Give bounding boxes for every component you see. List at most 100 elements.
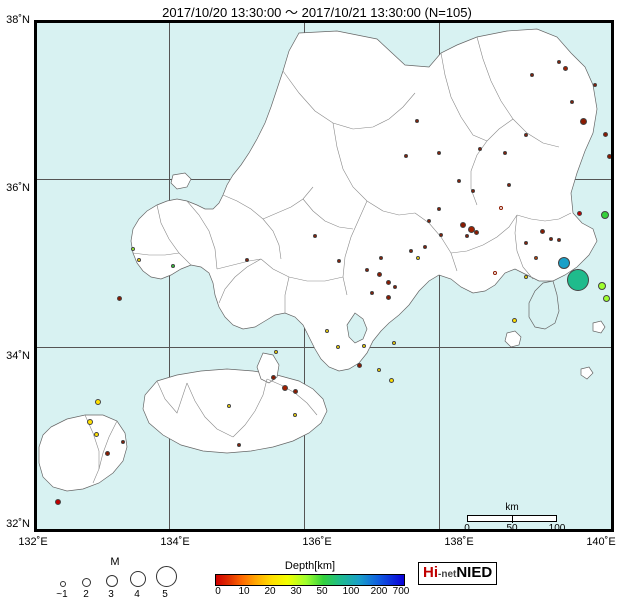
quake-marker bbox=[105, 451, 110, 456]
quake-marker bbox=[603, 295, 610, 302]
axis-label-lat-38: 38˚N bbox=[6, 14, 30, 26]
quake-marker bbox=[379, 256, 383, 260]
magnitude-circle-1 bbox=[60, 581, 66, 587]
magnitude-legend: M ~1 2 3 4 5 bbox=[40, 556, 190, 603]
scale-tick-0: 0 bbox=[464, 523, 470, 532]
quake-marker bbox=[357, 363, 362, 368]
quake-marker bbox=[55, 499, 61, 505]
depth-colorbar bbox=[215, 574, 405, 586]
magnitude-label-4: 4 bbox=[134, 589, 140, 600]
quake-marker bbox=[524, 133, 528, 137]
quake-marker bbox=[245, 258, 249, 262]
quake-marker bbox=[392, 341, 396, 345]
quake-marker bbox=[171, 264, 175, 268]
quake-marker bbox=[570, 100, 574, 104]
scale-tick-100: 100 bbox=[548, 523, 566, 532]
depth-legend: Depth[km] 0 10 20 30 50 100 200 700 bbox=[215, 560, 409, 600]
quake-marker bbox=[337, 259, 341, 263]
axis-label-lon-136: 136˚E bbox=[302, 536, 332, 548]
depth-colorbar-ticks: 0 10 20 30 50 100 200 700 bbox=[215, 586, 409, 600]
magnitude-legend-circles bbox=[40, 566, 190, 589]
quake-marker bbox=[282, 385, 288, 391]
magnitude-circle-2 bbox=[82, 578, 91, 587]
logo-nied-text: NIED bbox=[456, 564, 493, 581]
quake-marker bbox=[557, 60, 561, 64]
depth-tick-200: 200 bbox=[370, 586, 388, 597]
depth-tick-0: 0 bbox=[215, 586, 221, 597]
quake-marker bbox=[603, 132, 608, 137]
depth-tick-10: 10 bbox=[238, 586, 250, 597]
quake-marker bbox=[377, 368, 381, 372]
axis-label-lon-132: 132˚E bbox=[18, 536, 48, 548]
quake-marker bbox=[524, 241, 528, 245]
quake-marker bbox=[386, 295, 391, 300]
logo-hi-text: Hi bbox=[423, 564, 438, 581]
scale-bar-box bbox=[467, 515, 557, 523]
quake-marker bbox=[386, 280, 391, 285]
quake-marker bbox=[607, 154, 611, 159]
magnitude-label-5: 5 bbox=[162, 589, 168, 600]
quake-marker bbox=[415, 119, 419, 123]
quake-marker bbox=[457, 179, 461, 183]
quake-marker bbox=[593, 83, 597, 87]
quake-marker bbox=[377, 272, 382, 277]
quake-marker bbox=[474, 230, 479, 235]
depth-legend-title: Depth[km] bbox=[284, 560, 336, 572]
quake-marker bbox=[293, 389, 298, 394]
grid-line-lon-134 bbox=[169, 23, 170, 529]
quake-marker bbox=[439, 233, 443, 237]
quake-marker bbox=[437, 151, 441, 155]
quake-marker bbox=[362, 344, 366, 348]
magnitude-legend-title: M bbox=[110, 556, 120, 568]
quake-marker bbox=[540, 229, 545, 234]
quake-marker bbox=[601, 211, 609, 219]
quake-marker bbox=[577, 211, 582, 216]
quake-marker bbox=[325, 329, 329, 333]
quake-marker bbox=[478, 147, 482, 151]
quake-marker bbox=[598, 282, 606, 290]
quake-marker bbox=[94, 432, 99, 437]
quake-marker bbox=[423, 245, 427, 249]
quake-marker bbox=[503, 151, 507, 155]
quake-marker bbox=[530, 73, 534, 77]
quake-marker bbox=[271, 375, 276, 380]
scale-unit-label: km bbox=[505, 502, 519, 513]
magnitude-label-1: ~1 bbox=[56, 589, 68, 600]
coastline-layer bbox=[38, 28, 606, 492]
quake-marker bbox=[499, 206, 503, 210]
quake-marker bbox=[393, 285, 397, 289]
quake-marker bbox=[121, 440, 125, 444]
logo-net-text: -net bbox=[438, 569, 457, 580]
map-canvas[interactable]: km 0 50 100 bbox=[34, 20, 614, 532]
quake-marker bbox=[563, 66, 568, 71]
axis-label-lat-34: 34˚N bbox=[6, 350, 30, 362]
quake-marker bbox=[549, 237, 553, 241]
quake-marker bbox=[365, 268, 369, 272]
axis-label-lon-140: 140˚E bbox=[586, 536, 616, 548]
quake-marker bbox=[416, 256, 420, 260]
quake-marker bbox=[567, 269, 589, 291]
map-frame: km 0 50 100 bbox=[34, 20, 614, 532]
quake-marker bbox=[87, 419, 93, 425]
quake-marker bbox=[512, 318, 517, 323]
quake-marker bbox=[493, 271, 497, 275]
quake-marker bbox=[237, 443, 241, 447]
quake-marker bbox=[427, 219, 431, 223]
depth-tick-100: 100 bbox=[342, 586, 360, 597]
axis-label-lon-134: 134˚E bbox=[160, 536, 190, 548]
depth-tick-20: 20 bbox=[264, 586, 276, 597]
axis-label-lat-36: 36˚N bbox=[6, 182, 30, 194]
quake-marker bbox=[409, 249, 413, 253]
depth-tick-30: 30 bbox=[290, 586, 302, 597]
quake-marker bbox=[274, 350, 278, 354]
magnitude-circle-5 bbox=[156, 566, 177, 587]
quake-marker bbox=[558, 257, 570, 269]
quake-marker bbox=[137, 258, 141, 262]
quake-marker bbox=[293, 413, 297, 417]
quake-marker bbox=[460, 222, 466, 228]
magnitude-circle-3 bbox=[106, 575, 118, 587]
quake-marker bbox=[437, 207, 441, 211]
quake-marker bbox=[468, 226, 475, 233]
quake-marker bbox=[404, 154, 408, 158]
hinet-nied-logo: Hi-netNIED bbox=[418, 562, 498, 585]
